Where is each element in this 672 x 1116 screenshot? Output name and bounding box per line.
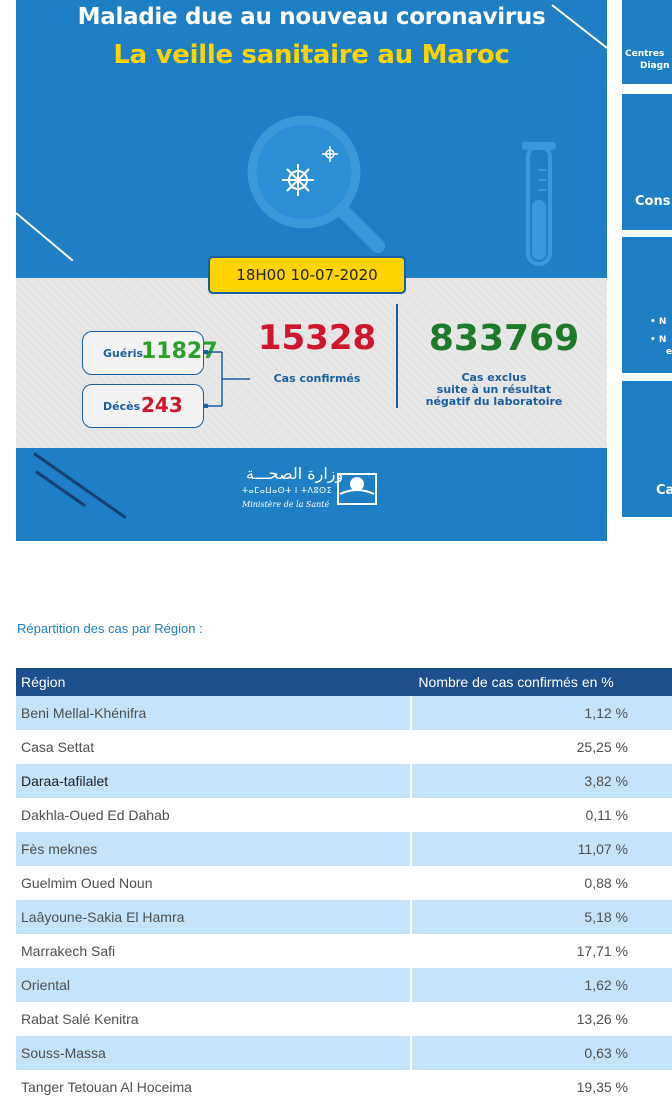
column-header-percentage: Nombre de cas confirmés en % [411,668,672,696]
table-row: Daraa-tafilalet 3,82 % [16,764,672,798]
ministry-name: وزارة الصحـــة ⵜⴰⵎⴰⵡⴰⵙⵜ ⵏ ⵜⴷⵓⵙⵉ Ministèr… [242,462,382,518]
region-name: Marrakech Safi [16,934,413,968]
side-panel-text: • N [650,335,667,345]
side-panel-text: Diagn [640,61,670,71]
confirmed-count: 15328 [257,318,377,358]
test-tube-icon [522,142,556,266]
region-percentage: 0,88 % [411,866,672,900]
side-panel-text: Centres [625,49,665,59]
deaths-label: Décès [103,400,141,413]
region-name: Guelmim Oued Noun [16,866,413,900]
table-row: Guelmim Oued Noun 0,88 % [16,866,672,900]
region-percentage: 11,07 % [411,832,672,866]
table-row: Oriental 1,62 % [16,968,672,1002]
region-percentage: 17,71 % [411,934,672,968]
region-name: Fès meknes [16,832,413,866]
table-row: Beni Mellal-Khénifra 1,12 % [16,696,672,730]
region-percentage: 1,62 % [411,968,672,1002]
region-percentage: 25,25 % [411,730,672,764]
covid-infographic: Maladie due au nouveau coronavirus La ve… [16,0,607,541]
table-row: Marrakech Safi 17,71 % [16,934,672,968]
bracket-connector [204,350,250,408]
region-name: Tanger Tetouan Al Hoceima [16,1070,413,1104]
side-panel-cases: Ca [622,381,672,517]
table-row: Fès meknes 11,07 % [16,832,672,866]
column-header-region: Région [16,668,412,696]
ministry-name-french: Ministère de la Santé [242,500,330,509]
region-percentage: 0,11 % [411,798,672,832]
deaths-box: Décès 243 [82,384,204,428]
region-table-heading: Répartition des cas par Région : [17,621,203,636]
excluded-label-line: Cas exclus [461,371,527,384]
deaths-count: 243 [141,393,183,417]
region-percentage: 3,82 % [411,764,672,798]
excluded-label-line: suite à un résultat [436,383,552,396]
decor-line [16,212,74,262]
side-panel-text: Cons [635,194,671,209]
excluded-label: Cas exclus suite à un résultat négatif d… [414,372,574,408]
region-percentage: 19,35 % [411,1070,672,1104]
infographic-title: Maladie due au nouveau coronavirus [77,4,546,30]
confirmed-label: Cas confirmés [273,372,361,385]
side-panel-consultations: Cons [622,94,672,230]
region-table: Région Nombre de cas confirmés en % Beni… [16,668,672,1104]
table-header-row: Région Nombre de cas confirmés en % [16,668,672,696]
region-name: Souss-Massa [16,1036,413,1070]
ministry-name-arabic: وزارة الصحـــة [246,464,344,483]
side-panel-text: • N [650,317,667,327]
side-panel-text: Ca [656,483,672,498]
region-name: Dakhla-Oued Ed Dahab [16,798,413,832]
side-panel-diagnostic-centres: Centres Diagn [622,0,672,84]
region-name: Laâyoune-Sakia El Hamra [16,900,413,934]
side-panel-notes: • N • N e [622,237,672,373]
magnifier-virus-icon [247,115,385,253]
recovered-label: Guéris [103,347,144,360]
region-name: Casa Settat [16,730,413,764]
table-row: Laâyoune-Sakia El Hamra 5,18 % [16,900,672,934]
recovered-box: Guéris 11827 [82,331,218,375]
region-percentage: 0,63 % [411,1036,672,1070]
ministry-name-tifinagh: ⵜⴰⵎⴰⵡⴰⵙⵜ ⵏ ⵜⴷⵓⵙⵉ [242,486,333,495]
stats-divider [396,304,398,408]
decor-line [33,452,127,519]
table-row: Rabat Salé Kenitra 13,26 % [16,1002,672,1036]
table-row: Casa Settat 25,25 % [16,730,672,764]
table-row: Tanger Tetouan Al Hoceima 19,35 % [16,1070,672,1104]
region-name: Oriental [16,968,413,1002]
update-datetime-badge: 18H00 10-07-2020 [208,256,406,294]
infographic-subtitle: La veille sanitaire au Maroc [113,40,510,70]
region-name: Beni Mellal-Khénifra [16,696,413,730]
region-name: Daraa-tafilalet [16,764,413,798]
side-panel-text: e [666,347,672,357]
region-percentage: 5,18 % [411,900,672,934]
region-percentage: 1,12 % [411,696,672,730]
decor-line [35,470,87,508]
excluded-label-line: négatif du laboratoire [425,395,563,408]
table-row: Souss-Massa 0,63 % [16,1036,672,1070]
ministry-logo-icon [337,473,377,505]
table-row: Dakhla-Oued Ed Dahab 0,11 % [16,798,672,832]
region-percentage: 13,26 % [411,1002,672,1036]
region-name: Rabat Salé Kenitra [16,1002,413,1036]
excluded-count: 833769 [428,318,580,359]
